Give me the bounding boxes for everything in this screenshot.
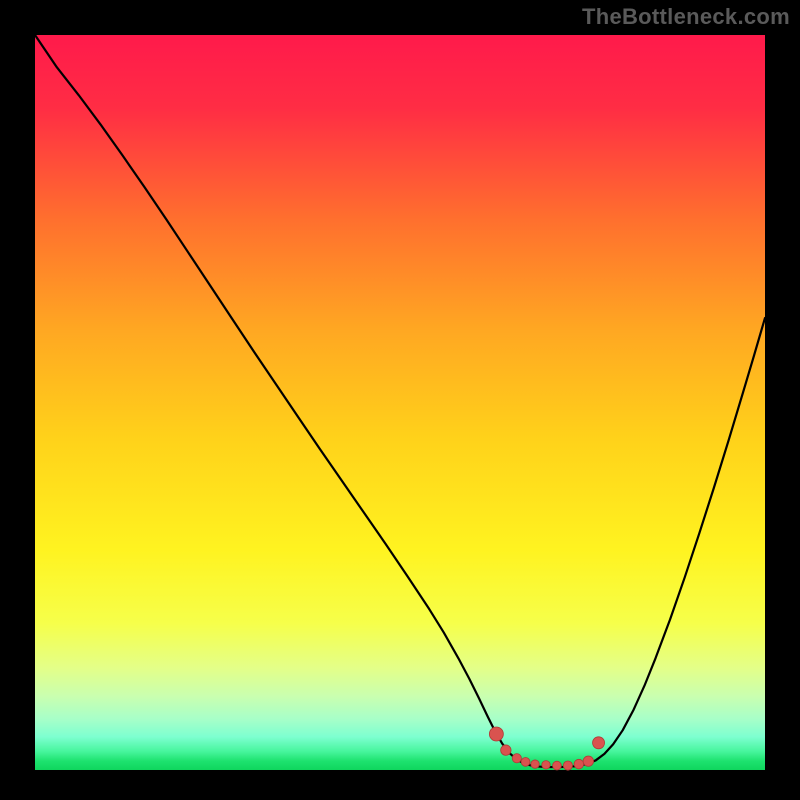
trough-marker	[563, 761, 572, 770]
trough-marker	[583, 756, 593, 766]
trough-marker	[501, 745, 511, 755]
trough-marker	[553, 761, 562, 770]
trough-marker	[574, 759, 584, 769]
watermark-text: TheBottleneck.com	[582, 4, 790, 30]
trough-marker	[531, 760, 539, 768]
trough-marker	[593, 737, 605, 749]
trough-marker	[489, 727, 503, 741]
trough-marker	[521, 758, 530, 767]
chart-container: { "watermark": { "text": "TheBottleneck.…	[0, 0, 800, 800]
trough-marker	[512, 754, 521, 763]
trough-marker	[542, 761, 550, 769]
bottleneck-chart	[0, 0, 800, 800]
